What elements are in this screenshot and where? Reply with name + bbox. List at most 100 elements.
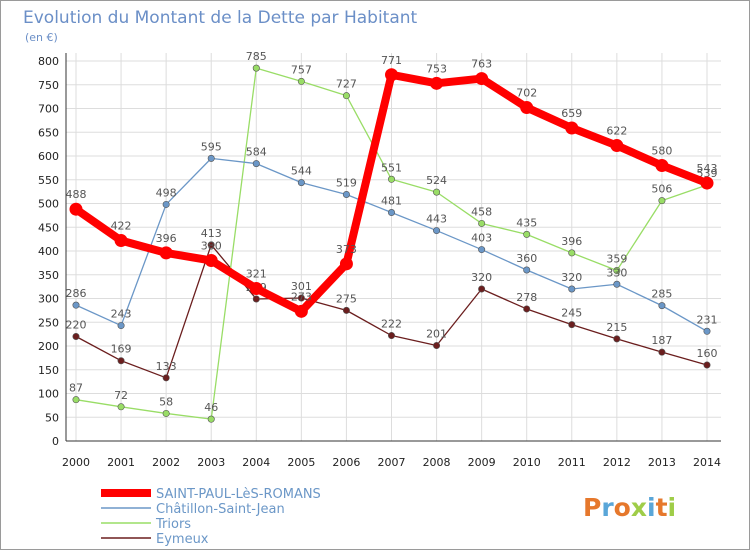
- legend-label: Châtillon-Saint-Jean: [156, 502, 285, 517]
- data-label: 551: [381, 161, 402, 174]
- proxiti-logo: Proxiti: [583, 493, 676, 522]
- y-tick-label: 350: [38, 269, 59, 282]
- y-tick-label: 250: [38, 316, 59, 329]
- data-point: [162, 409, 170, 417]
- data-label: 727: [336, 78, 357, 91]
- axes: 0 50 100 150 200 250 300 350 400 450 500 550 600 650 7…: [38, 53, 721, 469]
- data-label: 201: [426, 328, 447, 341]
- data-point: [387, 332, 395, 340]
- data-point: [252, 64, 260, 72]
- data-label: 330: [606, 266, 627, 279]
- data-label: 659: [561, 107, 582, 120]
- data-point: [72, 396, 80, 404]
- legend-label: Triors: [155, 517, 191, 532]
- x-tick-label: 2000: [62, 456, 90, 469]
- y-tick-label: 800: [38, 55, 59, 68]
- y-tick-label: 600: [38, 150, 59, 163]
- data-point: [297, 179, 305, 187]
- x-tick-label: 2006: [332, 456, 360, 469]
- data-label: 422: [111, 220, 132, 233]
- data-point: [207, 415, 215, 423]
- y-tick-label: 750: [38, 79, 59, 92]
- data-point: [478, 246, 486, 254]
- data-label: 321: [246, 268, 267, 281]
- y-tick-label: 200: [38, 340, 59, 353]
- x-tick-label: 2007: [378, 456, 406, 469]
- data-label: 373: [336, 243, 357, 256]
- data-label: 359: [606, 252, 627, 265]
- data-label: 785: [246, 50, 267, 63]
- y-tick-label: 650: [38, 126, 59, 139]
- data-point: [249, 282, 263, 296]
- data-label: 702: [516, 87, 537, 100]
- data-point: [703, 361, 711, 369]
- y-tick-label: 150: [38, 364, 59, 377]
- data-point: [69, 202, 83, 216]
- grid: [66, 53, 721, 442]
- data-label: 396: [156, 232, 177, 245]
- data-label: 46: [204, 401, 218, 414]
- y-tick-label: 450: [38, 221, 59, 234]
- data-point: [658, 302, 666, 310]
- data-label: 275: [336, 292, 357, 305]
- y-tick-label: 300: [38, 293, 59, 306]
- data-label: 169: [111, 343, 132, 356]
- chart-subtitle: (en €): [25, 31, 58, 44]
- data-point: [433, 227, 441, 235]
- data-label: 595: [201, 140, 222, 153]
- data-point: [613, 266, 621, 274]
- data-point: [433, 342, 441, 350]
- series-saint_paul: 488 422 396 380 321 273 373 771 753 763 702 659 622 5…: [66, 54, 718, 318]
- x-tick-label: 2012: [603, 456, 631, 469]
- data-point: [72, 301, 80, 309]
- data-label: 187: [651, 334, 672, 347]
- data-label: 133: [156, 360, 177, 373]
- data-point: [433, 188, 441, 196]
- data-point: [162, 200, 170, 208]
- series-group: 2201691334132993012752222013202782452151…: [66, 50, 718, 423]
- data-label: 87: [69, 382, 83, 395]
- data-label: 458: [471, 205, 492, 218]
- data-point: [568, 285, 576, 293]
- data-label: 285: [651, 288, 672, 301]
- data-point: [475, 72, 489, 86]
- data-label: 360: [516, 252, 537, 265]
- data-label: 222: [381, 318, 402, 331]
- data-point: [342, 306, 350, 314]
- y-tick-label: 500: [38, 198, 59, 211]
- data-label: 72: [114, 389, 128, 402]
- data-label: 231: [697, 313, 718, 326]
- data-label: 481: [381, 195, 402, 208]
- data-point: [207, 241, 215, 249]
- data-point: [478, 285, 486, 293]
- x-tick-label: 2009: [468, 456, 496, 469]
- data-point: [658, 348, 666, 356]
- y-tick-label: 700: [38, 103, 59, 116]
- x-tick-label: 2005: [287, 456, 315, 469]
- data-point: [162, 374, 170, 382]
- data-label: 215: [606, 321, 627, 334]
- data-point: [294, 304, 308, 318]
- data-point: [523, 266, 531, 274]
- data-label: 753: [426, 62, 447, 75]
- data-label: 220: [66, 319, 87, 332]
- data-point: [568, 249, 576, 257]
- data-label: 443: [426, 213, 447, 226]
- y-tick-label: 400: [38, 245, 59, 258]
- data-label: 771: [381, 54, 402, 67]
- y-tick-label: 50: [45, 411, 59, 424]
- data-label: 498: [156, 186, 177, 199]
- data-point: [523, 305, 531, 313]
- data-label: 413: [201, 227, 222, 240]
- data-label: 58: [159, 395, 173, 408]
- data-label: 544: [291, 165, 312, 178]
- data-label: 543: [697, 162, 718, 175]
- y-tick-label: 0: [52, 435, 59, 448]
- data-label: 757: [291, 63, 312, 76]
- data-point: [658, 197, 666, 205]
- x-tick-label: 2013: [648, 456, 676, 469]
- x-tick-label: 2002: [152, 456, 180, 469]
- legend-label: Eymeux: [156, 532, 209, 547]
- data-point: [700, 176, 714, 190]
